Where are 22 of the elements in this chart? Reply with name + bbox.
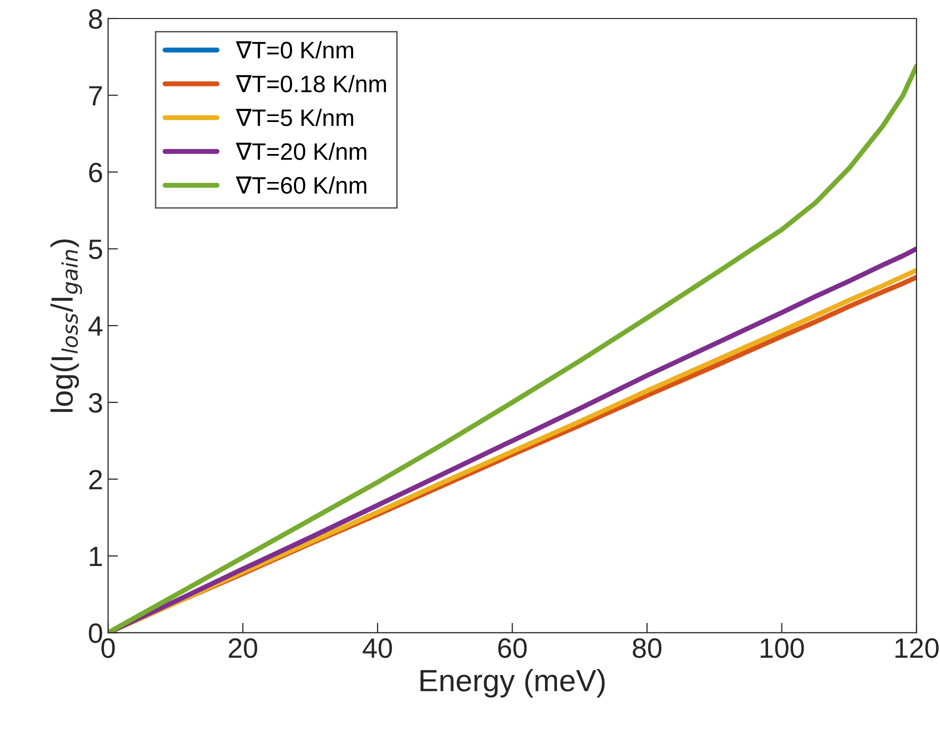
x-tick-label: 20: [228, 638, 258, 658]
y-tick-label: 3: [88, 393, 102, 413]
y-tick-label: 4: [88, 316, 102, 336]
y-axis-title: log(I$_{loss}$/I$_{gain}$): [50, 239, 82, 412]
legend-label: ∇T=5 K/nm: [236, 108, 354, 126]
x-tick-label: 60: [498, 638, 527, 658]
legend-label: ∇T=0 K/nm: [236, 41, 354, 59]
x-tick-label: 120: [895, 638, 939, 658]
y-tick-label: 5: [88, 240, 102, 260]
legend-label: ∇T=60 K/nm: [236, 176, 366, 194]
x-axis-title: Energy (meV): [420, 669, 605, 698]
y-tick-label: 1: [90, 546, 102, 566]
y-tick-label: 8: [89, 9, 102, 29]
legend-label: ∇T=0.18 K/nm: [236, 74, 386, 92]
x-tick-label: 100: [760, 638, 804, 658]
y-tick-label: 2: [89, 470, 102, 490]
x-tick-label: 40: [362, 638, 392, 658]
legend-label: ∇T=20 K/nm: [236, 142, 366, 160]
x-tick-label: 80: [632, 638, 662, 658]
y-tick-label: 6: [89, 162, 102, 182]
y-tick-label: 7: [89, 86, 102, 106]
y-tick-label: 0: [88, 623, 102, 644]
